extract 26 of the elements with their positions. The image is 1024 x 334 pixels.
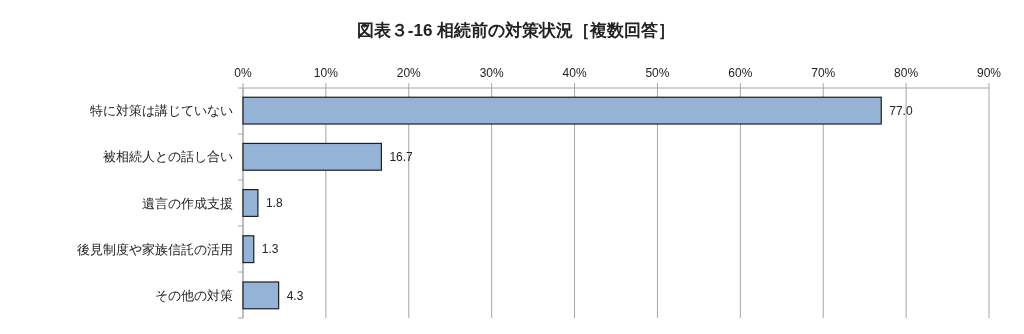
x-tick-label: 20% xyxy=(396,66,422,80)
x-tick-label: 0% xyxy=(234,66,252,80)
y-tick-label: その他の対策 xyxy=(155,287,233,303)
x-tick-label: 90% xyxy=(976,66,1002,80)
x-tick-label: 30% xyxy=(479,66,504,80)
x-tick-label: 70% xyxy=(811,66,836,80)
y-tick-label: 後見制度や家族信託の活用 xyxy=(77,241,233,257)
x-tick-label: 50% xyxy=(645,66,670,80)
bar xyxy=(242,235,255,264)
data-label: 16.7 xyxy=(389,150,414,165)
data-label: 1.8 xyxy=(265,196,283,211)
bar xyxy=(242,281,280,310)
y-tick-label: 特に対策は講じていない xyxy=(90,103,233,119)
data-label: 77.0 xyxy=(889,103,913,118)
chart-title: 図表３-16 相続前の対策状況［複数回答］ xyxy=(356,21,676,40)
y-tick-label: 遺言の作成支援 xyxy=(142,195,233,211)
data-label: 4.3 xyxy=(286,288,304,303)
x-tick-label: 60% xyxy=(728,66,753,80)
x-tick-label: 40% xyxy=(562,66,587,80)
bar xyxy=(242,189,259,217)
bar xyxy=(242,142,383,171)
x-tick-label: 10% xyxy=(313,66,339,80)
y-tick-label: 被相続人との話し合い xyxy=(103,149,233,165)
x-tick-label: 80% xyxy=(894,66,919,80)
bar xyxy=(242,96,882,125)
data-label: 1.3 xyxy=(261,242,279,257)
